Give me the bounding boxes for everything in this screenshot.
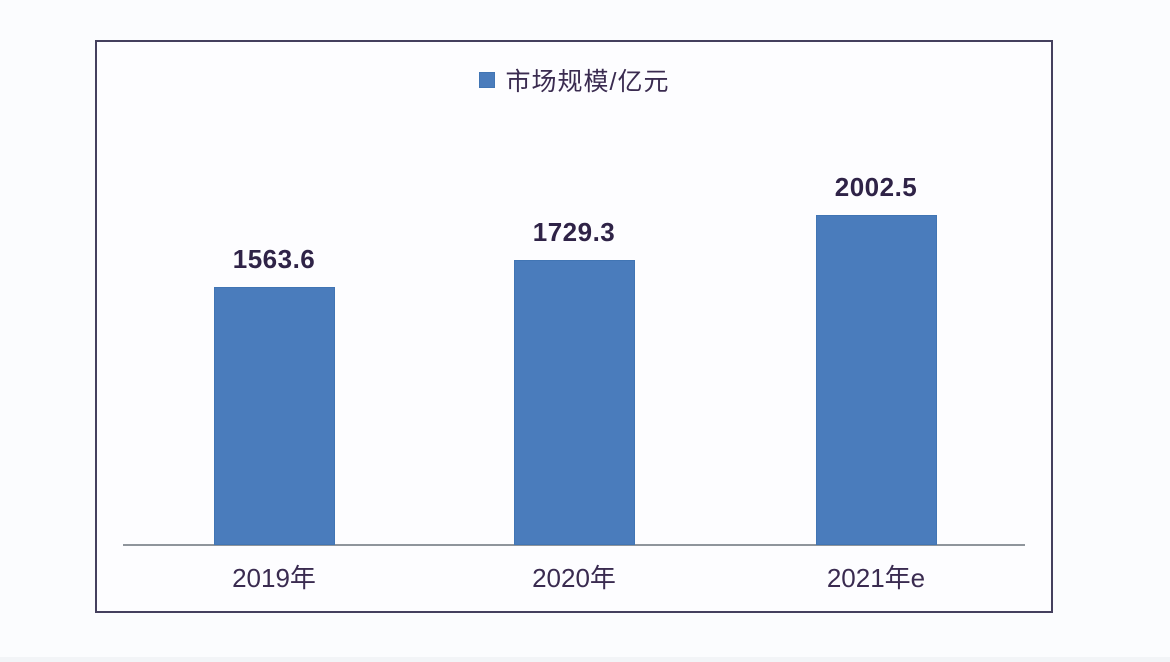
bar-group-2021e: 2002.5 xyxy=(755,171,997,545)
bar-value-label-2020: 1729.3 xyxy=(532,216,616,247)
bar-2019 xyxy=(213,287,335,545)
bar-value-label-2021e: 2002.5 xyxy=(834,171,918,202)
bar-group-2019: 1563.6 xyxy=(153,244,395,545)
bar-2020 xyxy=(513,259,635,545)
x-axis-label-2019: 2019年 xyxy=(232,563,316,593)
legend: 市场规模/亿元 xyxy=(97,62,1051,98)
legend-marker-icon xyxy=(478,72,495,88)
bar-group-2020: 1729.3 xyxy=(453,217,695,545)
legend-label: 市场规模/亿元 xyxy=(505,68,670,96)
x-axis-label-2020: 2020年 xyxy=(532,563,616,593)
bar-2021e xyxy=(815,214,937,545)
bar-value-label-2019: 1563.6 xyxy=(232,244,316,274)
x-axis-line xyxy=(123,544,1025,546)
x-axis-label-2021e: 2021年e xyxy=(826,563,926,593)
